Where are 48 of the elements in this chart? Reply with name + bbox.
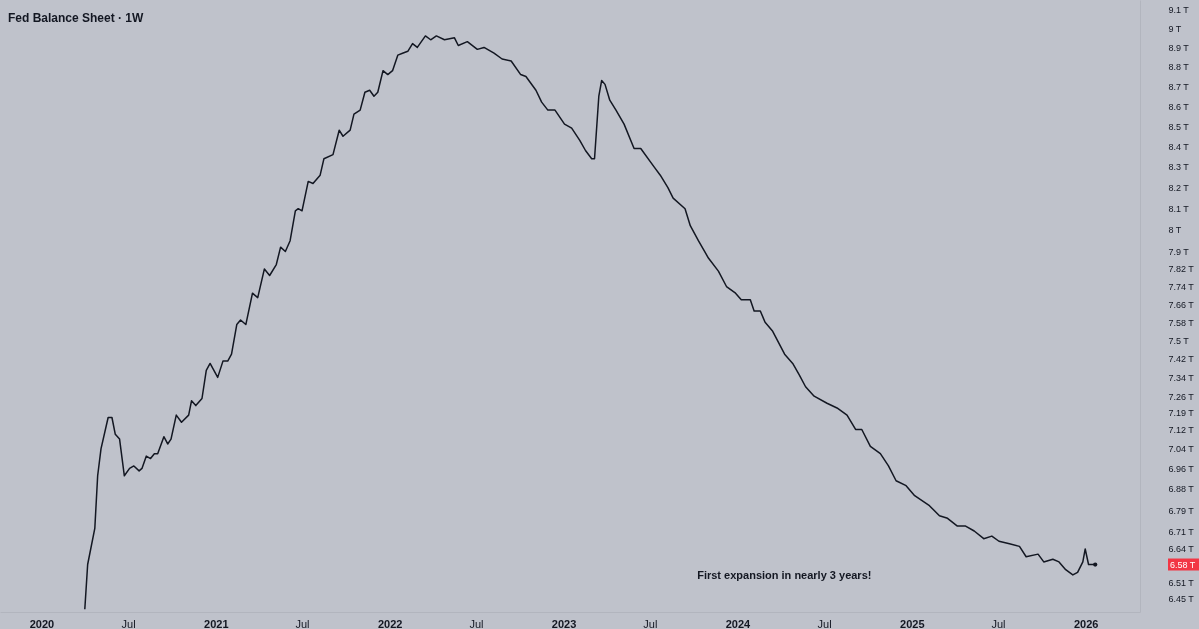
y-tick-label: 7.9 T (1168, 246, 1190, 257)
y-tick-label: 8.5 T (1168, 121, 1190, 132)
y-tick-label: 8.4 T (1168, 141, 1190, 152)
y-tick-label: 8.7 T (1168, 81, 1190, 92)
y-tick-label: 6.51 T (1168, 578, 1195, 589)
y-tick-label: 6.64 T (1168, 544, 1195, 555)
y-tick-label: 7.42 T (1168, 354, 1195, 365)
x-tick-label: 2025 (900, 617, 925, 629)
x-tick-label: Jul (643, 617, 658, 629)
y-tick-label: 6.71 T (1168, 526, 1195, 537)
y-tick-label: 9 T (1168, 23, 1182, 34)
x-tick-label: 2024 (725, 617, 752, 629)
y-tick-label: 7.82 T (1168, 264, 1195, 275)
y-tick-label: 7.12 T (1168, 424, 1195, 435)
y-tick-label: 7.58 T (1168, 317, 1195, 328)
text: Fed Balance Sheet · 1W (8, 11, 145, 25)
y-tick-label: 7.26 T (1168, 391, 1195, 402)
y-tick-label: 6.88 T (1168, 483, 1195, 494)
y-tick-label: 6.96 T (1168, 463, 1195, 474)
y-tick-label: 7.19 T (1168, 408, 1195, 419)
y-tick-label: 6.79 T (1168, 506, 1195, 517)
y-tick-label: 6.45 T (1168, 594, 1195, 605)
x-tick-label: Jul (121, 617, 136, 629)
y-tick-label: 7.66 T (1168, 299, 1195, 310)
y-tick-label: 8.9 T (1168, 42, 1190, 53)
x-tick-label: Jul (469, 617, 484, 629)
x-tick-label: 2023 (551, 617, 577, 629)
text: 6.58 T (1170, 559, 1196, 570)
x-tick-label: Jul (295, 617, 310, 629)
y-tick-label: 8.6 T (1168, 101, 1190, 112)
line-series (84, 35, 1096, 611)
x-tick-label: 2020 (29, 617, 55, 629)
x-tick-label: 2021 (204, 617, 229, 629)
y-tick-label: 8.1 T (1168, 204, 1190, 215)
y-tick-label: 9.1 T (1168, 4, 1190, 15)
y-tick-label: 7.04 T (1168, 444, 1195, 455)
annotation: First expansion in nearly 3 years! (697, 569, 872, 581)
y-tick-label: 8.3 T (1168, 162, 1190, 173)
y-tick-label: 7.74 T (1168, 282, 1195, 293)
y-tick-label: 7.34 T (1168, 372, 1195, 383)
x-tick-label: Jul (817, 617, 832, 629)
x-tick-label: 2026 (1073, 617, 1099, 629)
y-tick-label: 8.2 T (1168, 183, 1190, 194)
x-tick-label: 2022 (377, 617, 403, 629)
y-tick-label: 8.8 T (1168, 62, 1190, 73)
y-tick-label: 7.5 T (1168, 335, 1190, 346)
y-tick-label: 8 T (1168, 225, 1182, 236)
x-tick-label: Jul (991, 617, 1006, 629)
